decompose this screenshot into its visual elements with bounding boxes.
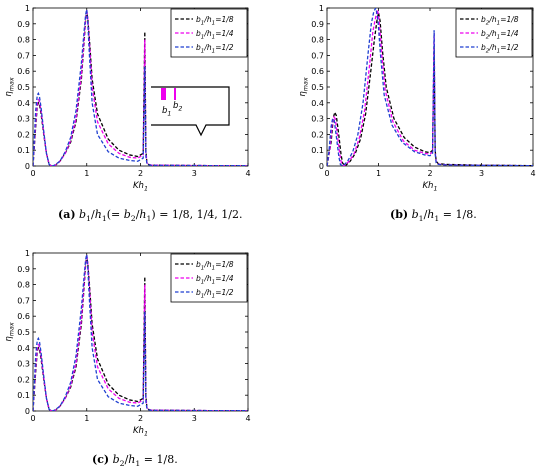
inset-outline <box>151 86 230 137</box>
legend-label: b1/h1=1/8 <box>196 15 234 27</box>
legend-box <box>455 8 533 58</box>
x-tick-label: 2 <box>427 169 432 178</box>
inset-label-b2: b2 <box>173 101 182 113</box>
y-tick-label: 0.3 <box>17 360 30 369</box>
legend: b2/h1=1/8 b2/h1=1/4 b2/h1=1/2 <box>455 8 533 58</box>
x-tick-label: 4 <box>530 169 535 178</box>
y-tick-label: 0 <box>319 162 324 171</box>
x-tick-label: 3 <box>192 169 197 178</box>
x-tick-label: 0 <box>30 414 35 423</box>
y-axis-label: ηmax <box>4 322 16 341</box>
caption-b-tag: (b) <box>390 208 409 221</box>
y-tick-label: 0.1 <box>311 146 324 155</box>
x-axis-label: Kh1 <box>422 181 437 193</box>
legend-label: b1/h1=1/2 <box>196 288 234 300</box>
x-tick-label: 2 <box>138 414 143 423</box>
y-axis-label: ηmax <box>4 77 16 96</box>
series-line-1 <box>327 12 533 166</box>
y-axis-label: ηmax <box>298 77 310 96</box>
x-tick-label: 1 <box>84 169 89 178</box>
y-tick-label: 0.4 <box>17 99 30 108</box>
y-tick-label: 0.5 <box>311 83 324 92</box>
chart-panel-b: 0 1 2 3 4 0 0.1 0.2 0.3 0.4 0.5 0.6 0.7 0.8 0.9 1 Kh1 ηma… <box>298 4 536 193</box>
legend-label: b2/h1=1/2 <box>481 43 519 55</box>
inset-plate-b1 <box>161 88 166 100</box>
y-tick-label: 0.9 <box>311 20 324 29</box>
series-line-2 <box>327 9 533 166</box>
y-tick-label: 0.2 <box>17 375 30 384</box>
y-tick-label: 0.7 <box>311 51 324 60</box>
x-tick-label: 0 <box>30 169 35 178</box>
legend: b1/h1=1/8 b1/h1=1/4 b1/h1=1/2 <box>170 8 248 58</box>
caption-c: (c) b2/h1 = 1/8. <box>92 453 178 468</box>
y-tick-label: 0.2 <box>17 130 30 139</box>
y-tick-label: 1 <box>25 4 30 13</box>
legend-label: b2/h1=1/8 <box>481 15 519 27</box>
series-line-3 <box>33 254 248 411</box>
x-tick-label: 0 <box>324 169 329 178</box>
x-axis-label: Kh1 <box>133 181 148 193</box>
y-tick-label: 0.6 <box>17 67 30 76</box>
x-tick-label: 4 <box>245 169 250 178</box>
caption-a: (a) b1/h1(= b2/h1) = 1/8, 1/4, 1/2. <box>58 208 243 223</box>
y-tick-label: 0.2 <box>311 130 324 139</box>
chart-panel-a: 0 1 2 3 4 0 0.1 0.2 0.3 0.4 0.5 0.6 0.7 0.8 0.9 1 Kh1 ηma… <box>4 4 251 193</box>
y-tick-label: 0.9 <box>17 265 30 274</box>
y-tick-label: 0.8 <box>17 36 30 45</box>
caption-a-text: b1/h1(= b2/h1) = 1/8, 1/4, 1/2. <box>79 208 243 224</box>
inset-plate-b2 <box>174 88 176 100</box>
y-tick-label: 0.7 <box>17 296 30 305</box>
x-tick-label: 2 <box>138 169 143 178</box>
x-tick-label: 1 <box>84 414 89 423</box>
y-tick-label: 0.1 <box>17 391 30 400</box>
y-tick-label: 0.6 <box>17 312 30 321</box>
y-tick-label: 0.6 <box>311 67 324 76</box>
y-tick-label: 0.5 <box>17 328 30 337</box>
y-tick-label: 0.7 <box>17 51 30 60</box>
y-tick-label: 0.4 <box>17 344 30 353</box>
chart-panel-c: 0 1 2 3 4 0 0.1 0.2 0.3 0.4 0.5 0.6 0.7 0.8 0.9 1 Kh1 ηma… <box>4 249 251 438</box>
series-line-3 <box>33 9 248 166</box>
legend-label: b1/h1=1/4 <box>196 274 234 286</box>
x-axis-label: Kh1 <box>133 426 148 438</box>
x-tick-label: 1 <box>376 169 381 178</box>
caption-a-tag: (a) <box>58 208 76 221</box>
legend-label: b1/h1=1/4 <box>196 29 234 41</box>
y-tick-label: 0.3 <box>17 115 30 124</box>
y-tick-label: 0.8 <box>311 36 324 45</box>
y-tick-label: 0.9 <box>17 20 30 29</box>
caption-c-tag: (c) <box>92 453 110 466</box>
y-tick-label: 1 <box>25 249 30 258</box>
caption-b: (b) b1/h1 = 1/8. <box>390 208 477 223</box>
x-tick-label: 3 <box>479 169 484 178</box>
series-line-3 <box>327 8 533 166</box>
y-tick-label: 0 <box>25 407 30 416</box>
y-tick-label: 0.1 <box>17 146 30 155</box>
legend: b1/h1=1/8 b1/h1=1/4 b1/h1=1/2 <box>170 253 248 303</box>
legend-label: b1/h1=1/2 <box>196 43 234 55</box>
y-tick-label: 0.4 <box>311 99 324 108</box>
inset-label-b1: b1 <box>162 106 171 118</box>
y-tick-label: 0.3 <box>311 115 324 124</box>
x-tick-label: 3 <box>192 414 197 423</box>
y-tick-label: 0 <box>25 162 30 171</box>
legend-label: b1/h1=1/8 <box>196 260 234 272</box>
legend-label: b2/h1=1/4 <box>481 29 519 41</box>
y-tick-label: 0.8 <box>17 281 30 290</box>
caption-b-text: b1/h1 = 1/8. <box>411 208 477 224</box>
y-tick-label: 0.5 <box>17 83 30 92</box>
y-tick-label: 1 <box>319 4 324 13</box>
x-tick-label: 4 <box>245 414 250 423</box>
caption-c-text: b2/h1 = 1/8. <box>112 453 178 469</box>
